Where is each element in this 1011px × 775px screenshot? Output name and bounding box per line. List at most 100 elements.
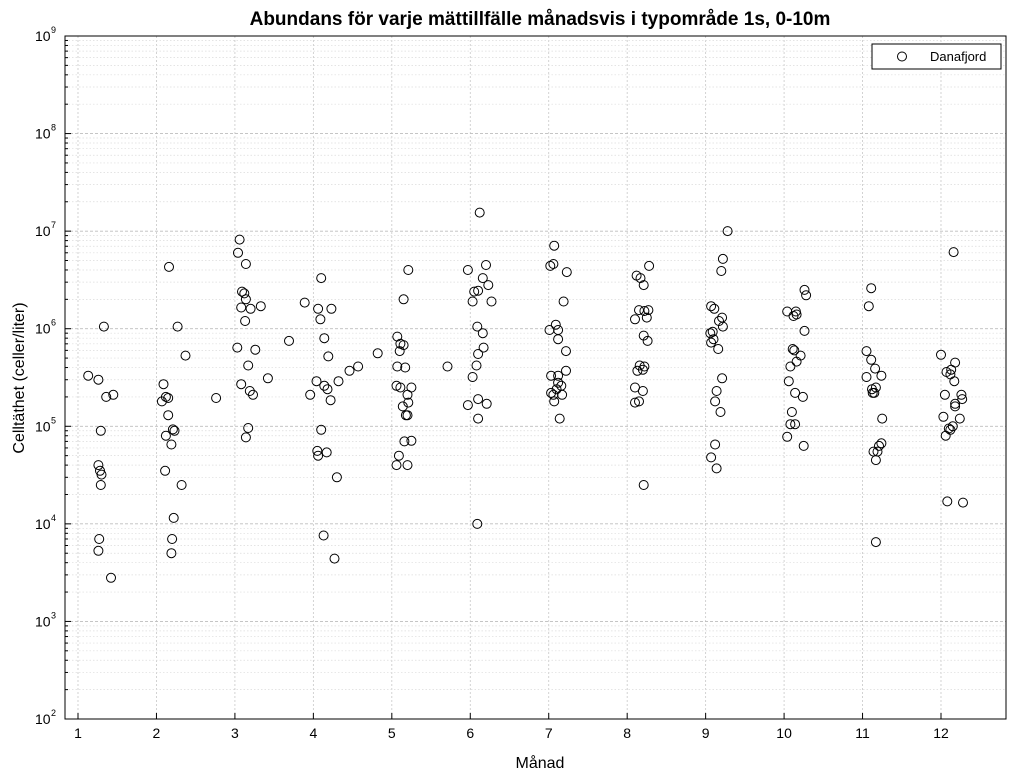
data-point xyxy=(167,424,178,435)
data-point xyxy=(874,440,884,451)
data-point xyxy=(551,384,562,395)
y-tick-base: 10 xyxy=(35,28,51,44)
data-point xyxy=(483,280,494,291)
y-tick-base: 10 xyxy=(35,711,51,727)
data-point xyxy=(402,389,413,400)
data-point xyxy=(284,335,294,346)
data-point xyxy=(233,247,243,258)
data-point xyxy=(399,436,410,447)
data-point xyxy=(243,423,254,433)
data-point xyxy=(474,207,485,218)
data-point xyxy=(940,430,951,441)
data-point xyxy=(160,391,171,402)
data-point xyxy=(395,382,406,393)
y-tick-label: 10 4 xyxy=(35,513,56,532)
data-point xyxy=(442,361,453,372)
data-point xyxy=(93,545,104,556)
data-point xyxy=(706,301,717,312)
data-point xyxy=(392,331,403,342)
data-point xyxy=(163,410,174,421)
data-point xyxy=(710,396,721,407)
data-point xyxy=(236,379,247,390)
data-point xyxy=(486,296,497,307)
data-point xyxy=(95,425,106,436)
y-tick-exponent: 7 xyxy=(51,220,56,230)
data-point xyxy=(799,325,810,336)
y-tick-label: 10 9 xyxy=(35,25,56,44)
data-point xyxy=(949,376,960,387)
legend-box xyxy=(871,43,1002,70)
x-tick-label: 11 xyxy=(855,725,870,741)
data-point xyxy=(954,413,965,424)
y-tick-base: 10 xyxy=(35,418,51,434)
data-point xyxy=(95,480,106,490)
data-point xyxy=(632,365,643,376)
data-point xyxy=(557,389,568,400)
y-tick-label: 10 5 xyxy=(35,415,56,434)
data-point xyxy=(392,361,403,372)
data-point xyxy=(166,548,177,559)
data-point xyxy=(472,518,483,529)
data-point xyxy=(160,430,171,441)
data-point xyxy=(870,363,881,374)
data-point xyxy=(950,398,961,409)
data-point xyxy=(326,303,337,314)
data-point xyxy=(478,342,489,353)
data-point xyxy=(707,326,718,337)
data-point xyxy=(166,439,177,450)
data-point xyxy=(553,377,564,388)
data-point xyxy=(863,301,874,312)
data-point xyxy=(400,362,411,373)
data-point xyxy=(637,364,648,375)
data-point xyxy=(319,380,330,391)
data-point xyxy=(545,260,556,271)
data-point xyxy=(333,376,344,387)
data-point xyxy=(160,465,171,476)
data-point xyxy=(391,460,402,471)
data-point xyxy=(245,303,256,314)
data-point xyxy=(163,393,174,403)
data-point xyxy=(164,261,174,272)
data-point xyxy=(549,396,560,407)
data-point xyxy=(93,460,104,471)
data-point xyxy=(250,344,261,355)
data-point xyxy=(708,334,719,345)
data-point xyxy=(316,273,327,284)
data-point xyxy=(93,374,104,385)
data-point xyxy=(83,370,94,381)
data-point xyxy=(722,226,733,237)
y-tick-exponent: 6 xyxy=(51,318,56,328)
data-point xyxy=(548,259,559,269)
data-point xyxy=(481,260,491,270)
data-point xyxy=(717,373,728,384)
data-point xyxy=(634,396,644,407)
y-tick-base: 10 xyxy=(35,126,51,142)
data-point xyxy=(715,407,726,417)
y-tick-exponent: 4 xyxy=(51,513,56,523)
data-point xyxy=(866,283,877,294)
data-point xyxy=(706,337,717,348)
data-point xyxy=(717,321,728,332)
data-point xyxy=(870,537,881,548)
x-tick-label: 2 xyxy=(153,725,161,741)
data-point xyxy=(950,401,961,412)
legend-label: Danafjord xyxy=(930,49,986,64)
data-point xyxy=(96,469,107,480)
data-point xyxy=(403,265,414,275)
data-point xyxy=(639,306,650,316)
data-point xyxy=(716,266,727,276)
x-tick-label: 10 xyxy=(776,725,792,741)
data-point xyxy=(353,361,364,372)
data-point xyxy=(711,463,722,474)
data-point xyxy=(546,370,557,381)
data-point xyxy=(473,285,484,296)
data-point xyxy=(637,386,648,396)
data-point xyxy=(790,419,801,430)
data-point xyxy=(782,306,793,317)
data-point xyxy=(936,349,946,360)
data-point xyxy=(318,530,329,541)
data-point xyxy=(798,440,809,451)
data-point xyxy=(477,328,488,339)
data-point xyxy=(642,335,653,346)
data-point xyxy=(939,389,950,400)
